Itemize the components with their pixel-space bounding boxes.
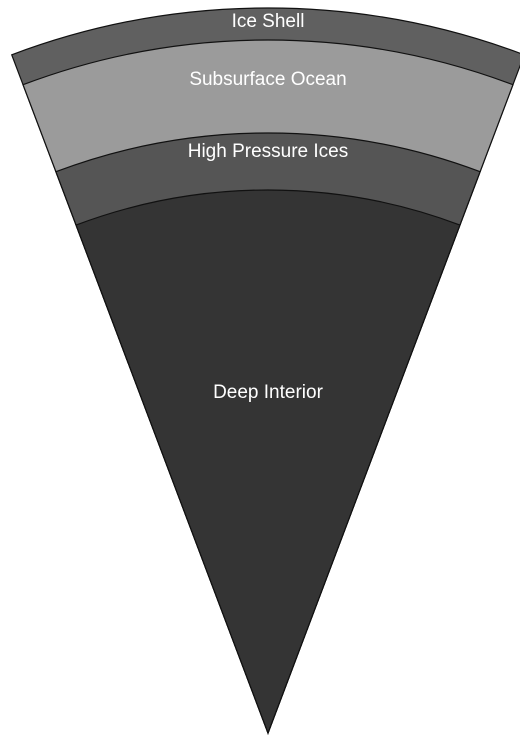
layer-label: Ice Shell xyxy=(232,11,305,32)
interior-diagram: Ice Shell Subsurface Ocean High Pressure I… xyxy=(0,0,520,736)
layer-label: High Pressure Ices xyxy=(188,141,349,162)
layer-wedge xyxy=(76,190,460,733)
layers xyxy=(12,8,520,733)
layer-label: Deep Interior xyxy=(213,382,324,403)
page: Ice Shell Subsurface Ocean High Pressure I… xyxy=(0,0,520,736)
layer-label: Subsurface Ocean xyxy=(189,69,346,90)
